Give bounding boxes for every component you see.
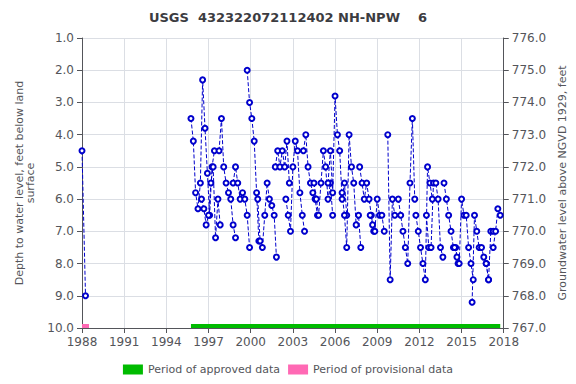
svg-text:776.0: 776.0 — [512, 31, 546, 45]
svg-text:6.0: 6.0 — [55, 192, 74, 206]
svg-text:2006: 2006 — [320, 335, 351, 349]
svg-text:1997: 1997 — [193, 335, 224, 349]
svg-text:770.0: 770.0 — [512, 224, 546, 238]
svg-text:2.0: 2.0 — [55, 63, 74, 77]
svg-text:773.0: 773.0 — [512, 128, 546, 142]
svg-text:surface: surface — [24, 162, 37, 203]
svg-text:2012: 2012 — [404, 335, 435, 349]
svg-text:Depth to water level, feet bel: Depth to water level, feet below land — [13, 80, 26, 286]
svg-text:2018: 2018 — [488, 335, 519, 349]
svg-text:769.0: 769.0 — [512, 257, 546, 271]
svg-text:USGS 432322072112402 NH-NPW: USGS 432322072112402 NH-NPW 6 — [149, 10, 427, 25]
svg-text:768.0: 768.0 — [512, 289, 546, 303]
svg-text:767.0: 767.0 — [512, 321, 546, 335]
svg-text:1994: 1994 — [151, 335, 182, 349]
svg-text:774.0: 774.0 — [512, 95, 546, 109]
svg-text:2009: 2009 — [362, 335, 393, 349]
svg-text:772.0: 772.0 — [512, 160, 546, 174]
svg-text:4.0: 4.0 — [55, 128, 74, 142]
svg-text:9.0: 9.0 — [55, 289, 74, 303]
svg-text:2003: 2003 — [278, 335, 309, 349]
svg-text:8.0: 8.0 — [55, 257, 74, 271]
svg-text:Period of provisional data: Period of provisional data — [313, 363, 453, 376]
svg-text:10.0: 10.0 — [47, 321, 74, 335]
svg-text:1.0: 1.0 — [55, 31, 74, 45]
svg-text:771.0: 771.0 — [512, 192, 546, 206]
svg-text:7.0: 7.0 — [55, 224, 74, 238]
svg-text:1988: 1988 — [67, 335, 98, 349]
svg-text:5.0: 5.0 — [55, 160, 74, 174]
svg-text:2015: 2015 — [446, 335, 477, 349]
svg-text:3.0: 3.0 — [55, 95, 74, 109]
svg-text:775.0: 775.0 — [512, 63, 546, 77]
svg-text:1991: 1991 — [109, 335, 140, 349]
svg-text:Groundwater level above NGVD 1: Groundwater level above NGVD 1929, feet — [556, 65, 569, 301]
svg-text:Period of approved data: Period of approved data — [148, 363, 280, 376]
svg-text:2000: 2000 — [235, 335, 266, 349]
